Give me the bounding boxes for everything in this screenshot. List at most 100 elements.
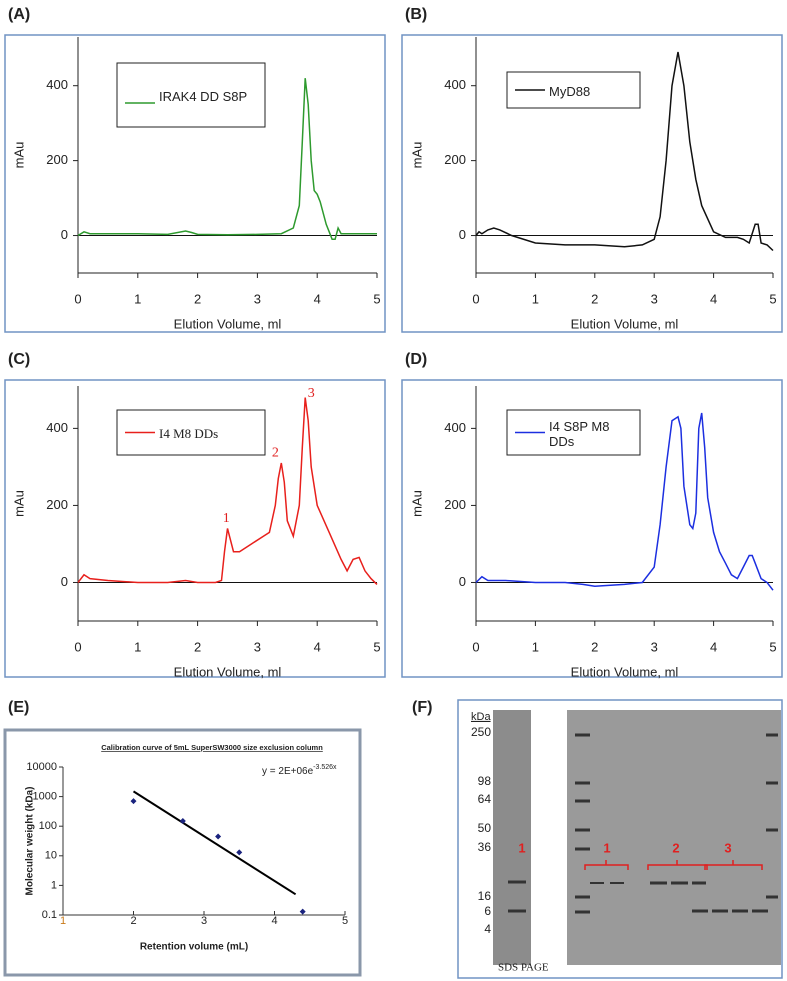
y-tick-label: 10 bbox=[45, 850, 57, 862]
x-tick-label: 5 bbox=[342, 915, 348, 927]
marker-label: 4 bbox=[484, 922, 491, 936]
x-tick-label: 2 bbox=[130, 915, 136, 927]
y-tick-label: 0.1 bbox=[42, 909, 57, 921]
marker-label: 250 bbox=[471, 725, 491, 739]
y-axis-label: mAu bbox=[11, 490, 26, 517]
x-tick-label: 5 bbox=[769, 639, 776, 654]
panel-frame bbox=[401, 34, 783, 333]
data-line bbox=[77, 397, 378, 585]
data-point bbox=[215, 833, 222, 840]
y-axis-label: mAu bbox=[11, 142, 26, 169]
panel-frame bbox=[457, 699, 783, 979]
x-tick-label: 1 bbox=[134, 291, 141, 306]
panel-label: (D) bbox=[405, 351, 427, 368]
marker-label: 98 bbox=[478, 774, 492, 788]
data-line bbox=[475, 51, 774, 252]
gel-bands bbox=[508, 733, 778, 914]
panel-label: (A) bbox=[8, 6, 30, 23]
fit-line bbox=[132, 790, 297, 896]
x-tick-label: 0 bbox=[472, 291, 479, 306]
x-axis-label: Elution Volume, ml bbox=[571, 664, 679, 679]
equation-text: y = 2E+06e bbox=[262, 766, 314, 777]
equation-exponent: -3.526x bbox=[313, 764, 337, 771]
data-line bbox=[475, 412, 774, 591]
y-tick-label: 1000 bbox=[33, 791, 57, 803]
marker-label: 36 bbox=[478, 840, 492, 854]
x-axis-label: Elution Volume, ml bbox=[174, 316, 282, 331]
legend-label: I4 S8P M8 DDs bbox=[549, 418, 610, 449]
x-axis-label: Elution Volume, ml bbox=[571, 316, 679, 331]
x-tick-label: 2 bbox=[591, 291, 598, 306]
legend-entry: IRAK4 DD S8P bbox=[159, 88, 248, 104]
gel-unit: kDa bbox=[471, 711, 491, 723]
y-tick-label: 200 bbox=[444, 152, 466, 167]
marker-label: 6 bbox=[484, 904, 491, 918]
data-point bbox=[236, 849, 243, 856]
y-axis-label: mAu bbox=[409, 490, 424, 517]
y-axis-label: Molecular weight (kDa) bbox=[25, 787, 36, 896]
lane-braces bbox=[584, 860, 763, 870]
legend-label: IRAK4 DD S8P bbox=[159, 88, 248, 104]
peak-annotation: 2 bbox=[272, 446, 279, 461]
y-tick-label: 0 bbox=[459, 574, 466, 589]
x-axis-label: Elution Volume, ml bbox=[174, 664, 282, 679]
marker-label: 50 bbox=[478, 821, 492, 835]
panel-frame bbox=[3, 728, 362, 977]
panel-label: (F) bbox=[412, 699, 432, 716]
x-tick-label: 5 bbox=[373, 291, 380, 306]
legend-box bbox=[116, 62, 266, 128]
x-tick-label: 4 bbox=[314, 639, 321, 654]
x-tick-label: 4 bbox=[710, 639, 717, 654]
lane-label: 1 bbox=[518, 840, 525, 855]
panel-label: (C) bbox=[8, 351, 30, 368]
x-tick-label: 3 bbox=[254, 639, 261, 654]
x-tick-label: 4 bbox=[314, 291, 321, 306]
y-tick-label: 100 bbox=[39, 820, 57, 832]
gel-caption: SDS PAGE bbox=[498, 962, 549, 974]
x-tick-label: 1 bbox=[134, 639, 141, 654]
data-point bbox=[130, 798, 137, 805]
marker-label: 16 bbox=[478, 889, 492, 903]
panel-label: (E) bbox=[8, 699, 29, 716]
x-tick-label: 0 bbox=[74, 291, 81, 306]
x-tick-label: 1 bbox=[60, 915, 66, 927]
y-tick-label: 400 bbox=[46, 77, 68, 92]
y-tick-label: 400 bbox=[46, 420, 68, 435]
y-axis-label: mAu bbox=[409, 142, 424, 169]
y-tick-label: 200 bbox=[444, 497, 466, 512]
data-point bbox=[179, 817, 186, 824]
y-tick-label: 400 bbox=[444, 77, 466, 92]
y-tick-label: 200 bbox=[46, 152, 68, 167]
x-tick-label: 5 bbox=[769, 291, 776, 306]
equation: y = 2E+06e-3.526x bbox=[262, 764, 337, 777]
peak-annotation: 3 bbox=[308, 386, 315, 401]
data-line bbox=[77, 78, 377, 241]
peak-annotation: 1 bbox=[223, 511, 230, 526]
lane-label: 2 bbox=[672, 840, 679, 855]
x-tick-label: 2 bbox=[194, 639, 201, 654]
y-tick-label: 0 bbox=[61, 574, 68, 589]
x-tick-label: 4 bbox=[271, 915, 277, 927]
x-tick-label: 1 bbox=[532, 291, 539, 306]
y-tick-label: 10000 bbox=[26, 761, 57, 773]
y-tick-label: 200 bbox=[46, 497, 68, 512]
gel-lane-strip bbox=[493, 710, 531, 965]
legend-entry: I4 M8 DDs bbox=[159, 426, 218, 441]
x-tick-label: 0 bbox=[472, 639, 479, 654]
x-tick-label: 1 bbox=[532, 639, 539, 654]
legend-label: MyD88 bbox=[549, 83, 591, 99]
x-axis-label: Retention volume (mL) bbox=[140, 942, 248, 953]
panel-frame bbox=[401, 379, 783, 678]
panel-frame bbox=[4, 34, 386, 333]
x-tick-label: 3 bbox=[201, 915, 207, 927]
gel-image bbox=[567, 710, 781, 965]
y-tick-label: 1 bbox=[51, 879, 57, 891]
panel-frame bbox=[4, 379, 386, 678]
lane-label: 1 bbox=[603, 840, 610, 855]
y-tick-label: 0 bbox=[61, 227, 68, 242]
x-tick-label: 4 bbox=[710, 291, 717, 306]
x-tick-label: 3 bbox=[651, 639, 658, 654]
x-tick-label: 5 bbox=[373, 639, 380, 654]
x-tick-label: 2 bbox=[194, 291, 201, 306]
